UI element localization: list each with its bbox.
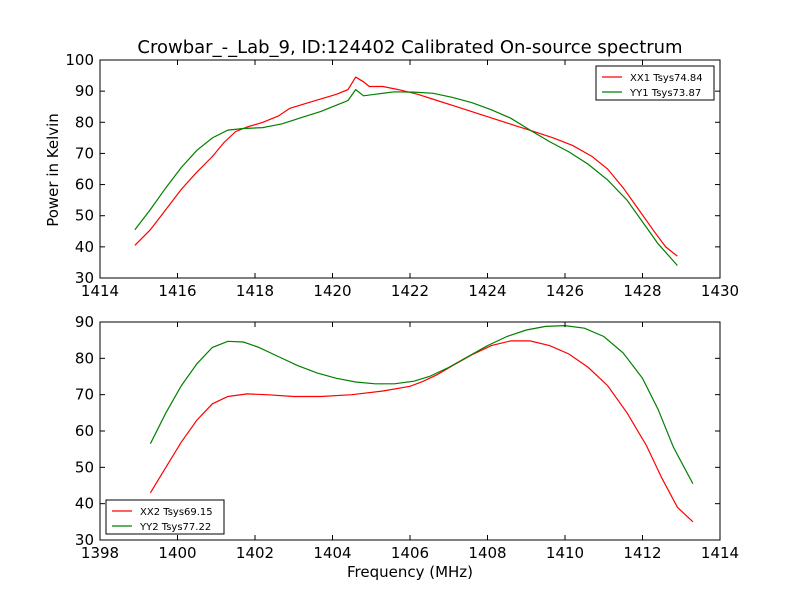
x-tick-label: 1402	[236, 544, 274, 562]
legend-label: XX1 Tsys74.84	[630, 73, 703, 84]
top-plot: 1414 1416 1418 1420 1422 1424 1426 1428 1430 30 40…	[65, 51, 739, 300]
y-tick-label: 60	[75, 176, 94, 194]
y-tick-label: 60	[75, 422, 94, 440]
y-tick-label: 80	[75, 349, 94, 367]
y-axis-label: Power in Kelvin	[44, 113, 62, 227]
top-plot-ticks: 1414 1416 1418 1420 1422 1424 1426 1428 1430 30 40…	[65, 51, 739, 300]
x-tick-label: 1426	[546, 282, 584, 300]
x-tick-label: 1400	[158, 544, 196, 562]
x-tick-label: 1410	[546, 544, 584, 562]
y-tick-label: 100	[65, 51, 94, 69]
legend-box	[595, 65, 715, 101]
x-tick-label: 1408	[468, 544, 506, 562]
legend-box	[105, 499, 225, 535]
x-tick-label: 1416	[158, 282, 196, 300]
x-tick-label: 1412	[623, 544, 661, 562]
chart-title: Crowbar_-_Lab_9, ID:124402 Calibrated On…	[137, 37, 682, 58]
series-line-yy1	[134, 88, 678, 266]
legend-label: YY2 Tsys77.22	[139, 522, 211, 533]
series-line-yy2	[149, 324, 694, 484]
y-tick-label: 30	[75, 531, 94, 549]
y-tick-label: 70	[75, 144, 94, 162]
x-tick-label: 1398	[81, 544, 119, 562]
legend-label: XX2 Tsys69.15	[140, 507, 213, 518]
y-tick-label: 80	[75, 113, 94, 131]
series-line-xx1	[134, 76, 678, 257]
y-tick-label: 50	[75, 458, 94, 476]
bottom-plot-legend: XX2 Tsys69.15 YY2 Tsys77.22	[105, 499, 225, 535]
x-axis-label: Frequency (MHz)	[347, 563, 473, 581]
top-plot-lines	[134, 76, 678, 266]
top-plot-legend: XX1 Tsys74.84 YY1 Tsys73.87	[595, 65, 715, 101]
bottom-plot-ticks: 1398 1400 1402 1404 1406 1408 1410 1412 1414 30 40…	[75, 313, 739, 562]
bottom-plot: 1398 1400 1402 1404 1406 1408 1410 1412 1414 30 40…	[75, 313, 739, 562]
y-tick-label: 30	[75, 269, 94, 287]
bottom-plot-lines	[149, 324, 694, 523]
x-tick-label: 1428	[623, 282, 661, 300]
x-tick-label: 1424	[468, 282, 506, 300]
y-tick-label: 40	[75, 495, 94, 513]
x-tick-label: 1422	[391, 282, 429, 300]
x-tick-label: 1430	[701, 282, 739, 300]
y-tick-label: 90	[75, 82, 94, 100]
x-tick-label: 1418	[236, 282, 274, 300]
series-line-xx2	[149, 340, 694, 523]
x-tick-label: 1414	[81, 282, 119, 300]
y-tick-label: 70	[75, 386, 94, 404]
x-tick-label: 1414	[701, 544, 739, 562]
x-tick-label: 1404	[313, 544, 351, 562]
legend-label: YY1 Tsys73.87	[629, 88, 701, 99]
x-tick-label: 1406	[391, 544, 429, 562]
y-tick-label: 90	[75, 313, 94, 331]
y-tick-label: 50	[75, 207, 94, 225]
y-tick-label: 40	[75, 238, 94, 256]
x-tick-label: 1420	[313, 282, 351, 300]
